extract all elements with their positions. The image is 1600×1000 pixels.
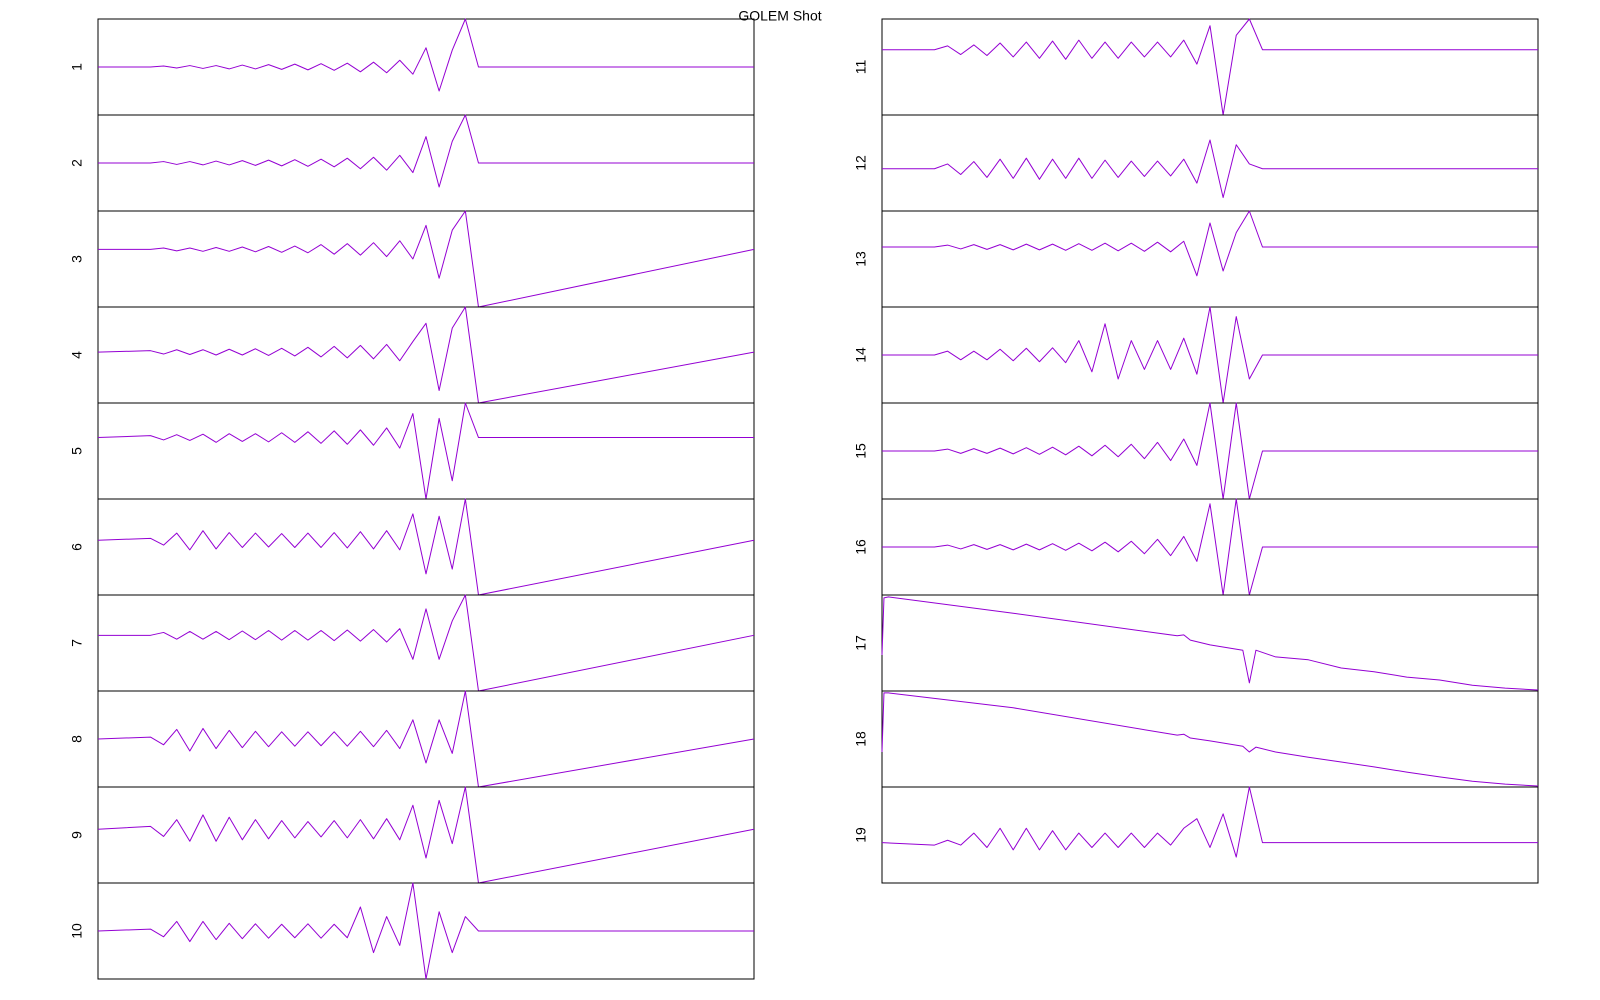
signal-line bbox=[97, 498, 755, 596]
panel-frame bbox=[881, 210, 1539, 308]
signal-line bbox=[882, 306, 1538, 404]
panel-label: 5 bbox=[69, 447, 85, 455]
signal-line bbox=[97, 306, 755, 404]
signal-line bbox=[98, 114, 754, 188]
panel-label: 2 bbox=[69, 159, 85, 167]
panel-label: 7 bbox=[69, 639, 85, 647]
signal-line bbox=[98, 210, 755, 308]
panel-label: 8 bbox=[69, 735, 85, 743]
panel-label: 9 bbox=[69, 831, 85, 839]
panel-label: 10 bbox=[69, 923, 85, 939]
signal-line bbox=[97, 402, 754, 500]
signal-line bbox=[882, 18, 1538, 116]
panel-frame bbox=[97, 402, 755, 500]
signal-line bbox=[881, 596, 1539, 691]
signal-line bbox=[97, 690, 755, 788]
panel-frame bbox=[97, 786, 755, 884]
panel-label: 17 bbox=[853, 635, 869, 651]
signal-line bbox=[881, 786, 1538, 858]
signal-line bbox=[882, 210, 1538, 277]
panel-frame bbox=[881, 786, 1539, 884]
signal-line bbox=[97, 882, 754, 980]
panel-label: 16 bbox=[853, 539, 869, 555]
panel-label: 11 bbox=[853, 60, 869, 75]
signal-line bbox=[98, 594, 755, 692]
panel-frame bbox=[97, 498, 755, 596]
panel-label: 18 bbox=[853, 731, 869, 747]
chart-title: GOLEM Shot bbox=[738, 8, 821, 24]
panel-label: 6 bbox=[69, 543, 85, 551]
signal-line bbox=[97, 786, 755, 884]
panel-frame bbox=[881, 114, 1539, 212]
panel-frame bbox=[97, 306, 755, 404]
panel-label: 14 bbox=[853, 347, 869, 363]
panel-label: 3 bbox=[69, 255, 85, 263]
panel-label: 19 bbox=[853, 827, 869, 843]
signal-line bbox=[882, 139, 1538, 199]
panel-frame bbox=[881, 18, 1539, 116]
panel-label: 12 bbox=[853, 155, 869, 171]
signal-line bbox=[881, 692, 1539, 787]
panel-label: 1 bbox=[69, 63, 85, 71]
signal-line bbox=[882, 498, 1538, 596]
panel-frame bbox=[881, 690, 1539, 788]
panel-label: 15 bbox=[853, 443, 869, 459]
signal-line bbox=[882, 402, 1538, 500]
panel-label: 13 bbox=[853, 251, 869, 267]
panel-label: 4 bbox=[69, 351, 85, 359]
signal-line bbox=[98, 18, 754, 92]
